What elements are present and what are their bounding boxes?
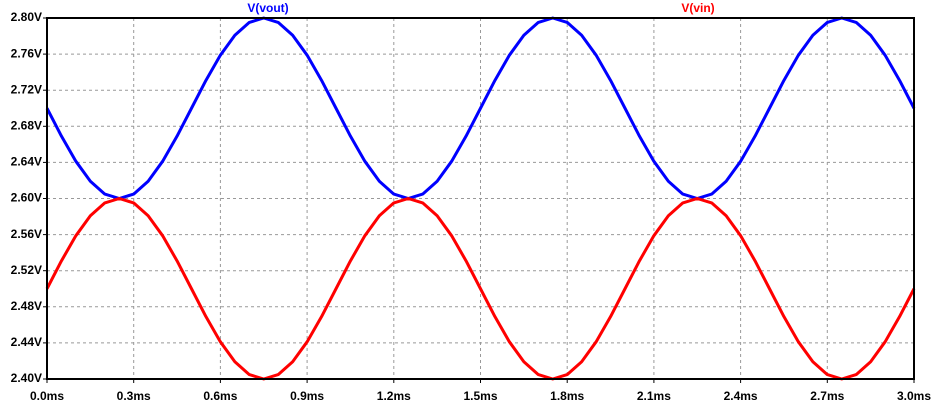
x-tick-label: 1.8ms [550,389,584,403]
legend-label: V(vin) [681,1,714,15]
x-tick-label: 0.3ms [117,389,151,403]
series-line [45,16,916,200]
x-tick-label: 1.2ms [377,389,411,403]
x-tick-label: 3.0ms [897,389,931,403]
y-tick-label: 2.72V [11,82,42,96]
x-tick-label: 2.4ms [724,389,758,403]
y-tick-label: 2.40V [11,371,42,385]
series-line [45,197,916,381]
x-tick-label: 0.9ms [290,389,324,403]
y-tick-label: 2.44V [11,335,42,349]
x-tick-label: 0.6ms [203,389,237,403]
y-tick-label: 2.68V [11,118,42,132]
y-tick-label: 2.52V [11,263,42,277]
y-tick-label: 2.48V [11,299,42,313]
x-tick-label: 1.5ms [463,389,497,403]
y-tick-label: 2.80V [11,10,42,24]
x-tick-label: 0.0ms [30,389,64,403]
x-tick-label: 2.1ms [637,389,671,403]
plot-border [46,17,915,380]
y-tick-label: 2.76V [11,46,42,60]
x-tick-label: 2.7ms [810,389,844,403]
y-tick-label: 2.56V [11,227,42,241]
y-tick-label: 2.64V [11,155,42,169]
y-tick-label: 2.60V [11,191,42,205]
legend-label: V(vout) [247,1,288,15]
